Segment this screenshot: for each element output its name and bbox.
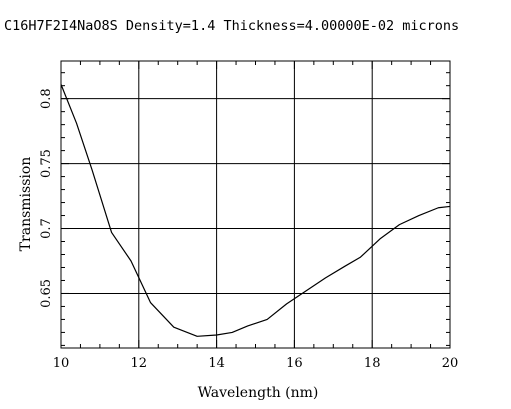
x-tick-label: 18	[364, 356, 381, 371]
y-axis-label: Transmission	[18, 157, 34, 252]
x-tick-label: 12	[131, 356, 148, 371]
x-tick-label: 20	[442, 356, 459, 371]
y-tick-label: 0.65	[39, 279, 54, 308]
y-tick-label: 0.75	[39, 149, 54, 178]
x-tick-label: 16	[286, 356, 303, 371]
x-tick-label: 10	[53, 356, 70, 371]
series-layer	[60, 84, 451, 337]
grid-lines	[60, 61, 451, 348]
chart-title: C16H7F2I4NaO8S Density=1.4 Thickness=4.0…	[4, 18, 459, 34]
series-line	[60, 84, 451, 337]
x-tick-label: 14	[208, 356, 225, 371]
x-axis-label: Wavelength (nm)	[198, 385, 319, 401]
y-tick-labels: 0.65 0.7 0.75 0.8	[39, 88, 54, 308]
y-tick-label: 0.7	[39, 218, 54, 239]
y-tick-label: 0.8	[39, 88, 54, 109]
plot-frame	[60, 60, 451, 349]
x-tick-labels: 10 12 14 16 18 20	[53, 356, 459, 371]
minor-ticks	[60, 61, 451, 348]
